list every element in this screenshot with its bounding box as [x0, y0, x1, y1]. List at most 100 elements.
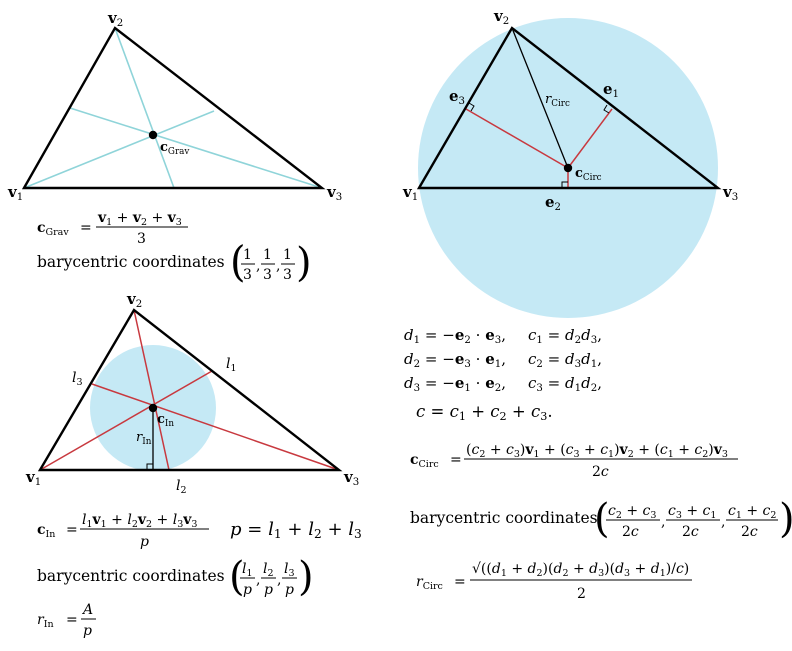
- incircle-radius-formula: rIn = A p: [37, 602, 96, 639]
- incircle-bary-den-1: p: [243, 582, 252, 598]
- incircle-radius-lhs: rIn: [37, 612, 54, 630]
- circumcircle-radius-equals: =: [454, 574, 466, 590]
- equation-c2: c2 = d3d1,: [528, 350, 602, 370]
- equation-d1: d1 = −e2 · e3,: [404, 326, 506, 346]
- circumcircle-formula-denominator: 2c: [592, 464, 609, 480]
- incircle-bary-num-1: l1: [242, 561, 253, 579]
- circumcircle-label-e1: e1: [603, 80, 619, 100]
- incircle-bary-label: barycentric coordinates: [37, 567, 225, 585]
- incenter-point: [148, 403, 158, 413]
- incircle-bary-close-paren: ): [298, 554, 314, 600]
- centroid-barycentric: barycentric coordinates ( 1 3 , 1 3 , 1 …: [37, 237, 312, 286]
- incircle-label-l1: l1: [226, 356, 237, 374]
- incircle-label-l2: l2: [176, 478, 187, 496]
- circumcircle-triangle: [416, 26, 722, 190]
- incircle-perimeter: p = l1 + l2 + l3: [230, 519, 362, 541]
- incircle-label-radius: rIn: [136, 430, 152, 447]
- perpendicular-e1: [567, 108, 613, 169]
- circumcircle-radius-denominator: 2: [577, 586, 586, 602]
- incircle-radius-denominator: p: [83, 623, 92, 639]
- incircle-formula-equals: =: [66, 522, 78, 538]
- centroid-medians: [23, 27, 323, 189]
- circumcircle-bary-num-1: c2 + c3: [608, 503, 656, 521]
- circumcenter-point: [563, 163, 573, 173]
- incircle-label-center: cIn: [157, 412, 174, 429]
- centroid-label-center: cGrav: [160, 140, 189, 157]
- perpendicular-e3: [465, 108, 569, 169]
- right-angle-e1: [603, 104, 610, 114]
- incircle-bary-num-3: l3: [284, 561, 295, 579]
- circumcircle-bary-label: barycentric coordinates: [410, 509, 598, 527]
- centroid-bary-num-2: 1: [263, 247, 272, 263]
- equation-c-sum: c = c1 + c2 + c3.: [416, 402, 553, 423]
- centroid-bary-den-3: 3: [283, 267, 292, 283]
- right-angle-e2: [561, 181, 568, 188]
- centroid-label-v3: v3: [326, 183, 342, 203]
- incircle-label-v2: v2: [126, 290, 142, 310]
- incircle-right-angle: [146, 463, 153, 470]
- incircle-radius-equals: =: [66, 612, 78, 628]
- incircle-label-l3: l3: [72, 370, 83, 388]
- circumcircle-bary-open-paren: (: [594, 496, 610, 542]
- centroid-diagram: v2 v1 v3 cGrav: [7, 9, 342, 203]
- circumcircle-bary-den-1: 2c: [622, 524, 639, 540]
- centroid-bary-den-1: 3: [243, 267, 252, 283]
- incircle-radius-numerator: A: [81, 602, 93, 618]
- incircle-formula-numerator: l1v1 + l2v2 + l3v3: [82, 512, 197, 530]
- circumcircle-label-center: cCirc: [575, 166, 602, 183]
- bisector-v1: [39, 370, 213, 471]
- incircle-formula-lhs: cIn: [37, 522, 55, 540]
- incircle-bisectors: [39, 309, 340, 471]
- incircle-bary-comma-1: ,: [256, 572, 260, 588]
- centroid-formula: cGrav = v1 + v2 + v3 3: [37, 210, 188, 247]
- centroid-formula-denominator: 3: [137, 231, 146, 247]
- right-angle-e3: [468, 102, 475, 112]
- circumcircle-radius-numerator: √((d1 + d2)(d2 + d3)(d3 + d1)/c): [472, 561, 689, 579]
- centroid-bary-den-2: 3: [263, 267, 272, 283]
- circumcircle-label-v3: v3: [722, 183, 738, 203]
- equation-c3: c3 = d1d2,: [528, 374, 602, 394]
- bisector-v2: [133, 309, 170, 471]
- circumcircle-bary-den-3: 2c: [741, 524, 758, 540]
- centroid-bary-num-3: 1: [283, 247, 292, 263]
- circumcircle-formula-equals: =: [450, 452, 462, 468]
- incircle-formula: cIn = l1v1 + l2v2 + l3v3 p p = l1 + l2 +…: [37, 512, 362, 550]
- incircle-label-v1: v1: [25, 468, 41, 488]
- centroid-formula-numerator: v1 + v2 + v3: [97, 210, 182, 228]
- circumcircle-label-e2: e2: [545, 193, 561, 213]
- circumcircle-radius-formula: rCirc = √((d1 + d2)(d2 + d3)(d3 + d1)/c)…: [416, 561, 692, 602]
- centroid-label-v2: v2: [107, 9, 123, 29]
- incircle-triangle: [37, 308, 343, 472]
- median-v1: [23, 110, 215, 189]
- circumcircle-formula: cCirc = (c2 + c3)v1 + (c3 + c1)v2 + (c1 …: [410, 442, 738, 480]
- circumcircle-formula-numerator: (c2 + c3)v1 + (c3 + c1)v2 + (c1 + c2)v3: [466, 442, 728, 460]
- centroid-bary-num-1: 1: [243, 247, 252, 263]
- bisector-v3: [91, 383, 340, 471]
- centroid-formula-equals: =: [80, 220, 92, 236]
- circumcircle-bary-num-2: c3 + c1: [668, 503, 716, 521]
- median-v2: [114, 27, 175, 189]
- incircle-label-v3: v3: [343, 468, 359, 488]
- circumcircle-diagram: v2 v1 v3 e1 e2 e3 cCirc rCirc: [402, 7, 738, 318]
- circumcircle-formula-lhs: cCirc: [410, 452, 439, 470]
- equation-c1: c1 = d2d3,: [528, 326, 602, 346]
- centroid-bary-comma-1: ,: [256, 258, 260, 274]
- circumcircle-label-e3: e3: [449, 87, 465, 107]
- circumcircle-label-v2: v2: [493, 7, 509, 27]
- median-v3: [69, 107, 323, 189]
- circumcircle-bary-num-3: c1 + c2: [728, 503, 776, 521]
- circumcircle-label-radius: rCirc: [545, 92, 570, 109]
- circumcircle-barycentric: barycentric coordinates ( c2 + c3 2c , c…: [410, 496, 792, 542]
- incircle-formula-denominator: p: [140, 534, 149, 550]
- circumcircle-bary-den-2: 2c: [682, 524, 699, 540]
- incircle-bary-den-2: p: [264, 582, 273, 598]
- incircle-bary-open-paren: (: [229, 554, 245, 600]
- circumcircle-label-v1: v1: [402, 183, 418, 203]
- incircle-bary-num-2: l2: [263, 561, 274, 579]
- incircle-diagram: v2 v1 v3 cIn rIn l1 l2 l3: [25, 290, 359, 496]
- centroid-point: [148, 130, 158, 140]
- circumcircle-equations: d1 = −e2 · e3, c1 = d2d3, d2 = −e3 · e1,…: [404, 326, 602, 423]
- circumcircle-bary-close-paren: ): [779, 496, 792, 542]
- incircle-barycentric: barycentric coordinates ( l1 p , l2 p , …: [37, 554, 314, 600]
